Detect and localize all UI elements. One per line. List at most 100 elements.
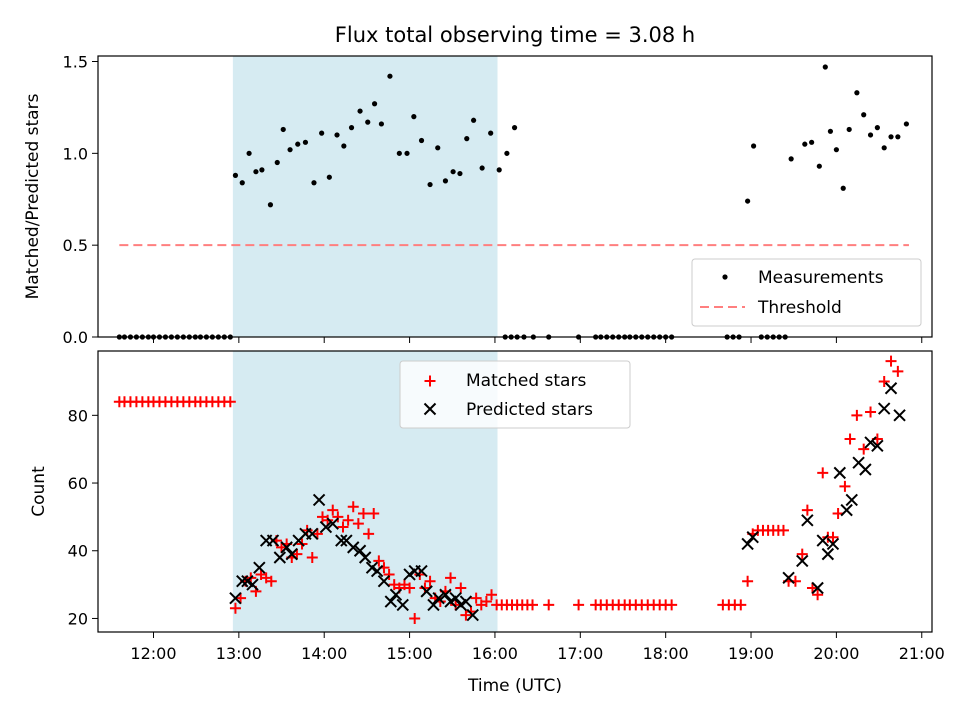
predicted-star-point bbox=[826, 537, 840, 551]
legend-predicted-marker bbox=[423, 402, 437, 416]
measurement-point bbox=[874, 125, 880, 131]
measurement-point bbox=[488, 130, 494, 136]
measurement-point bbox=[427, 181, 433, 188]
measurement-point bbox=[854, 90, 860, 96]
ratio-legend: Measurements Threshold bbox=[691, 258, 922, 327]
count-y-ticks: 20 40 60 80 bbox=[68, 406, 98, 628]
measurement-point bbox=[371, 101, 378, 107]
count-x-tick-label: 18:00 bbox=[643, 644, 689, 663]
count-x-tick-label: 19:00 bbox=[728, 644, 774, 663]
count-x-tick-label: 20:00 bbox=[813, 644, 859, 663]
matched-star-point bbox=[827, 531, 839, 543]
predicted-star-point bbox=[377, 575, 391, 588]
matched-star-point bbox=[327, 504, 339, 516]
predicted-star-point bbox=[370, 564, 384, 578]
predicted-star-point bbox=[389, 588, 403, 601]
predicted-star-point bbox=[816, 534, 829, 547]
measurement-point bbox=[450, 169, 456, 175]
ratio-axes-frame bbox=[97, 55, 933, 338]
count-x-tick-label: 13:00 bbox=[216, 644, 262, 663]
predicted-star-point bbox=[396, 598, 409, 612]
predicted-star-points bbox=[229, 382, 906, 622]
predicted-star-point bbox=[353, 544, 367, 557]
count-y-tick-label: 80 bbox=[68, 406, 88, 425]
legend-matched-marker bbox=[424, 375, 436, 387]
measurement-point bbox=[411, 114, 417, 120]
matched-star-point bbox=[347, 501, 359, 513]
ratio-y-tick-label: 1.5 bbox=[63, 53, 88, 72]
ratio-legend-box bbox=[691, 258, 922, 327]
matched-star-point bbox=[885, 355, 897, 367]
ratio-y-axis-label: Matched/Predicted stars bbox=[23, 93, 43, 299]
predicted-star-point bbox=[246, 578, 259, 591]
matched-star-point bbox=[742, 575, 754, 587]
measurement-point bbox=[846, 126, 852, 133]
matched-star-point bbox=[832, 508, 844, 520]
measurement-point bbox=[274, 159, 280, 166]
legend-threshold-label: Threshold bbox=[757, 298, 842, 318]
measurement-point bbox=[435, 145, 441, 151]
measurement-point bbox=[464, 136, 470, 142]
matched-star-point bbox=[265, 575, 277, 587]
predicted-star-point bbox=[280, 541, 293, 554]
measurement-point bbox=[232, 172, 239, 178]
matched-star-point bbox=[363, 528, 375, 540]
predicted-star-point bbox=[432, 591, 445, 605]
measurement-point bbox=[827, 128, 834, 134]
matched-star-point bbox=[224, 396, 236, 408]
predicted-star-point bbox=[782, 571, 795, 585]
measurement-point bbox=[267, 202, 274, 208]
matched-star-point bbox=[306, 552, 318, 564]
predicted-star-point bbox=[859, 463, 872, 476]
measurement-point bbox=[881, 145, 887, 151]
predicted-star-point bbox=[811, 581, 824, 595]
chart-title: Flux total observing time = 3.08 h bbox=[335, 23, 695, 47]
matched-star-point bbox=[465, 606, 477, 618]
measurement-point bbox=[341, 143, 347, 149]
count-x-tick-label: 16:00 bbox=[472, 644, 518, 663]
matched-star-point bbox=[404, 582, 416, 594]
predicted-star-point bbox=[335, 534, 348, 547]
predicted-star-point bbox=[801, 514, 814, 527]
predicted-star-point bbox=[439, 588, 452, 601]
measurement-point bbox=[750, 143, 757, 149]
count-legend-box bbox=[399, 360, 631, 429]
matched-star-point bbox=[858, 443, 870, 455]
measurement-point bbox=[802, 141, 808, 147]
predicted-star-point bbox=[821, 547, 835, 561]
matched-star-point bbox=[229, 602, 241, 614]
measurement-point bbox=[511, 125, 518, 131]
matched-star-point bbox=[851, 409, 863, 421]
predicted-star-point bbox=[306, 527, 319, 541]
measurement-point bbox=[365, 119, 371, 125]
measurement-point bbox=[287, 147, 293, 153]
predicted-star-point bbox=[358, 551, 372, 564]
ratio-y-tick-label: 1.0 bbox=[63, 144, 88, 163]
predicted-star-point bbox=[459, 595, 473, 608]
count-y-tick-label: 20 bbox=[68, 609, 88, 628]
matched-star-point bbox=[368, 508, 380, 520]
measurement-point bbox=[861, 112, 867, 118]
matched-star-point bbox=[450, 599, 462, 611]
count-x-tick-label: 14:00 bbox=[301, 644, 347, 663]
legend-predicted-label: Predicted stars bbox=[466, 400, 593, 420]
measurement-point bbox=[745, 198, 751, 204]
predicted-star-point bbox=[884, 382, 898, 395]
measurement-point bbox=[387, 73, 393, 79]
matched-star-point bbox=[332, 511, 344, 523]
matched-star-point bbox=[470, 592, 482, 604]
ratio-y-tick-label: 0.0 bbox=[63, 328, 88, 347]
predicted-star-point bbox=[236, 575, 249, 588]
predicted-star-point bbox=[415, 564, 428, 578]
measurement-point bbox=[816, 163, 822, 169]
matched-star-point bbox=[419, 582, 431, 594]
matched-star-point bbox=[839, 480, 851, 492]
matched-star-point bbox=[383, 568, 395, 580]
measurement-point bbox=[378, 121, 385, 127]
matched-star-point bbox=[414, 568, 426, 580]
legend-matched-label: Matched stars bbox=[466, 371, 586, 391]
predicted-star-point bbox=[746, 530, 759, 544]
predicted-star-point bbox=[229, 591, 242, 605]
